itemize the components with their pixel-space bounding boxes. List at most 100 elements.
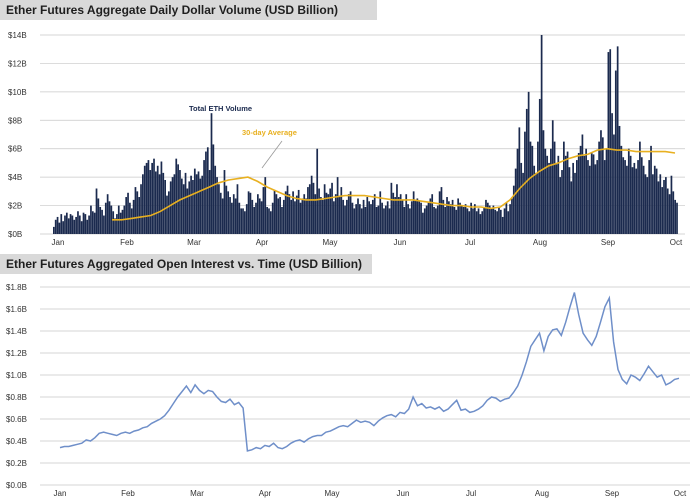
volume-bar	[357, 198, 359, 234]
volume-bar	[642, 165, 645, 234]
volume-bar	[427, 202, 430, 234]
volume-bar	[492, 205, 495, 234]
volume-bar	[269, 211, 272, 234]
volume-bar	[581, 134, 584, 234]
open-interest-chart-title: Ether Futures Aggregated Open Interest v…	[6, 257, 363, 271]
volume-bar	[644, 174, 647, 234]
volume-bar	[99, 206, 102, 234]
volume-bar	[65, 212, 68, 234]
volume-bar	[362, 199, 365, 234]
volume-bar	[143, 165, 146, 234]
volume-bar	[295, 195, 298, 234]
volume-bar	[108, 201, 111, 234]
volume-bar	[601, 137, 604, 234]
oi-x-tick-label: Jan	[54, 489, 67, 498]
volume-x-tick-label: Jan	[52, 238, 65, 247]
volume-bar	[84, 214, 87, 234]
volume-bar	[418, 201, 421, 234]
volume-x-tick-label: Mar	[187, 238, 201, 247]
volume-bar	[459, 202, 461, 234]
volume-bar	[125, 197, 128, 234]
volume-bar	[214, 165, 217, 234]
volume-bar	[563, 141, 565, 234]
volume-bar	[414, 199, 417, 234]
volume-bar	[114, 218, 116, 234]
volume-bar	[412, 191, 415, 234]
volume-bar	[425, 205, 428, 234]
volume-bar	[550, 148, 552, 234]
volume-bar	[368, 201, 370, 234]
volume-bar	[106, 194, 109, 234]
volume-bar	[193, 168, 196, 234]
oi-x-tick-label: Aug	[535, 489, 549, 498]
oi-y-tick-labels: $0.0B $0.2B $0.4B $0.6B $0.8B $1.0B $1.2B $1.4B…	[6, 283, 27, 490]
volume-bar	[453, 206, 456, 234]
volume-bar	[438, 191, 441, 234]
volume-bar	[88, 215, 90, 234]
volume-bar	[82, 212, 85, 234]
volume-bar	[253, 206, 256, 234]
volume-bar	[303, 194, 306, 234]
volume-bar	[585, 148, 587, 234]
volume-bar	[475, 211, 478, 234]
volume-bar	[576, 160, 578, 234]
volume-bars	[53, 35, 678, 235]
volume-x-tick-label: Apr	[256, 238, 269, 247]
volume-bar	[607, 52, 610, 235]
volume-bar	[91, 211, 94, 234]
volume-bar	[180, 178, 183, 234]
volume-bar	[626, 165, 628, 234]
oi-y-tick-label: $1.2B	[6, 349, 27, 358]
volume-bar	[93, 212, 96, 234]
volume-bar	[659, 174, 662, 234]
volume-bar	[420, 202, 422, 234]
volume-x-tick-label: Jun	[394, 238, 407, 247]
volume-bar	[650, 145, 652, 234]
volume-bar	[327, 194, 330, 234]
volume-bar	[245, 204, 248, 234]
volume-bar	[555, 164, 558, 234]
volume-bar	[320, 197, 322, 234]
volume-bar	[206, 147, 209, 234]
volume-bar	[247, 191, 250, 234]
volume-bar	[470, 202, 472, 234]
volume-bar	[403, 206, 406, 234]
volume-bar	[637, 160, 639, 234]
volume-bar	[568, 167, 571, 234]
volume-bar	[279, 197, 281, 234]
volume-bar	[342, 199, 345, 234]
volume-bar	[119, 212, 122, 234]
volume-bar	[77, 211, 79, 234]
volume-bar	[496, 211, 498, 234]
volume-bar	[527, 91, 530, 234]
volume-bar	[190, 175, 192, 234]
volume-bar	[631, 167, 634, 234]
volume-bar	[410, 201, 413, 234]
volume-bar	[73, 219, 76, 234]
volume-bar	[251, 199, 254, 234]
volume-bar	[225, 185, 228, 234]
volume-bar	[78, 215, 81, 234]
volume-bar	[537, 141, 539, 234]
volume-bar	[373, 194, 376, 234]
volume-bar	[370, 204, 372, 234]
volume-bar	[431, 194, 434, 234]
volume-bar	[305, 198, 307, 234]
volume-bar	[616, 46, 619, 235]
volume-bar	[542, 130, 545, 234]
open-interest-chart-title-banner: Ether Futures Aggregated Open Interest v…	[0, 254, 372, 274]
volume-bar	[639, 141, 641, 234]
volume-bar	[294, 201, 296, 234]
volume-bar	[655, 168, 658, 234]
volume-bar	[155, 171, 157, 234]
volume-x-tick-label: Aug	[533, 238, 547, 247]
volume-bar	[396, 184, 398, 234]
volume-bar	[231, 202, 233, 234]
volume-y-tick-labels: $0B $2B $4B $6B $8B $10B $12B $14B	[8, 31, 27, 239]
volume-bar	[462, 206, 465, 234]
volume-bar	[386, 201, 389, 234]
volume-y-tick-label: $8B	[8, 116, 22, 125]
volume-bar	[596, 160, 599, 234]
volume-bar	[132, 199, 135, 234]
volume-bar	[167, 191, 170, 234]
